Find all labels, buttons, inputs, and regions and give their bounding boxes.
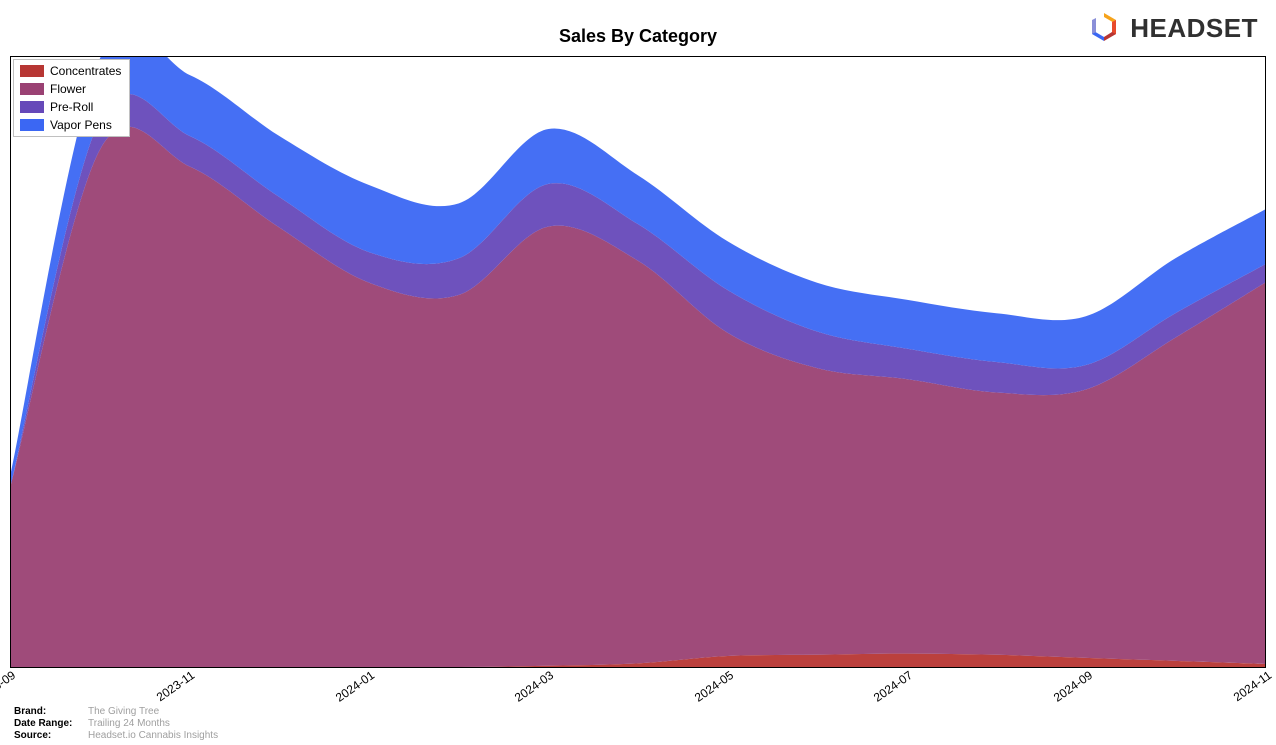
legend: Concentrates Flower Pre-Roll Vapor Pens [13, 59, 130, 137]
footer-row: Source: Headset.io Cannabis Insights [14, 730, 218, 742]
legend-label: Flower [50, 82, 86, 96]
chart-area: Concentrates Flower Pre-Roll Vapor Pens [10, 56, 1266, 668]
x-axis-label: 2023-11 [154, 668, 197, 704]
legend-item: Concentrates [20, 64, 121, 78]
footer-row: Brand: The Giving Tree [14, 706, 218, 718]
x-axis-label: 2024-05 [692, 668, 736, 705]
legend-swatch [20, 83, 44, 95]
footer-value: Headset.io Cannabis Insights [88, 730, 218, 742]
footer-row: Date Range: Trailing 24 Months [14, 718, 218, 730]
chart-container: HEADSET Sales By Category ConcentratesFl… [0, 0, 1276, 745]
footer-label: Source: [14, 730, 84, 742]
legend-item: Vapor Pens [20, 118, 121, 132]
x-axis: 2023-092023-112024-012024-032024-052024-… [10, 668, 1266, 708]
legend-swatch [20, 65, 44, 77]
footer-value: The Giving Tree [88, 706, 159, 718]
x-axis-label: 2024-07 [871, 668, 915, 705]
legend-item: Flower [20, 82, 121, 96]
legend-swatch [20, 101, 44, 113]
legend-swatch [20, 119, 44, 131]
legend-label: Vapor Pens [50, 118, 112, 132]
x-axis-label: 2024-09 [1050, 668, 1094, 705]
footer-label: Date Range: [14, 718, 84, 730]
x-axis-label: 2023-09 [0, 668, 18, 705]
footer: Brand: The Giving Tree Date Range: Trailing… [14, 706, 218, 742]
footer-value: Trailing 24 Months [88, 718, 170, 730]
legend-label: Concentrates [50, 64, 121, 78]
x-axis-label: 2024-03 [512, 668, 556, 705]
x-axis-label: 2024-01 [333, 668, 377, 705]
x-axis-label: 2024-11 [1231, 668, 1274, 704]
area-plot [11, 57, 1265, 667]
chart-title: Sales By Category [0, 26, 1276, 47]
footer-label: Brand: [14, 706, 84, 718]
legend-item: Pre-Roll [20, 100, 121, 114]
legend-label: Pre-Roll [50, 100, 93, 114]
